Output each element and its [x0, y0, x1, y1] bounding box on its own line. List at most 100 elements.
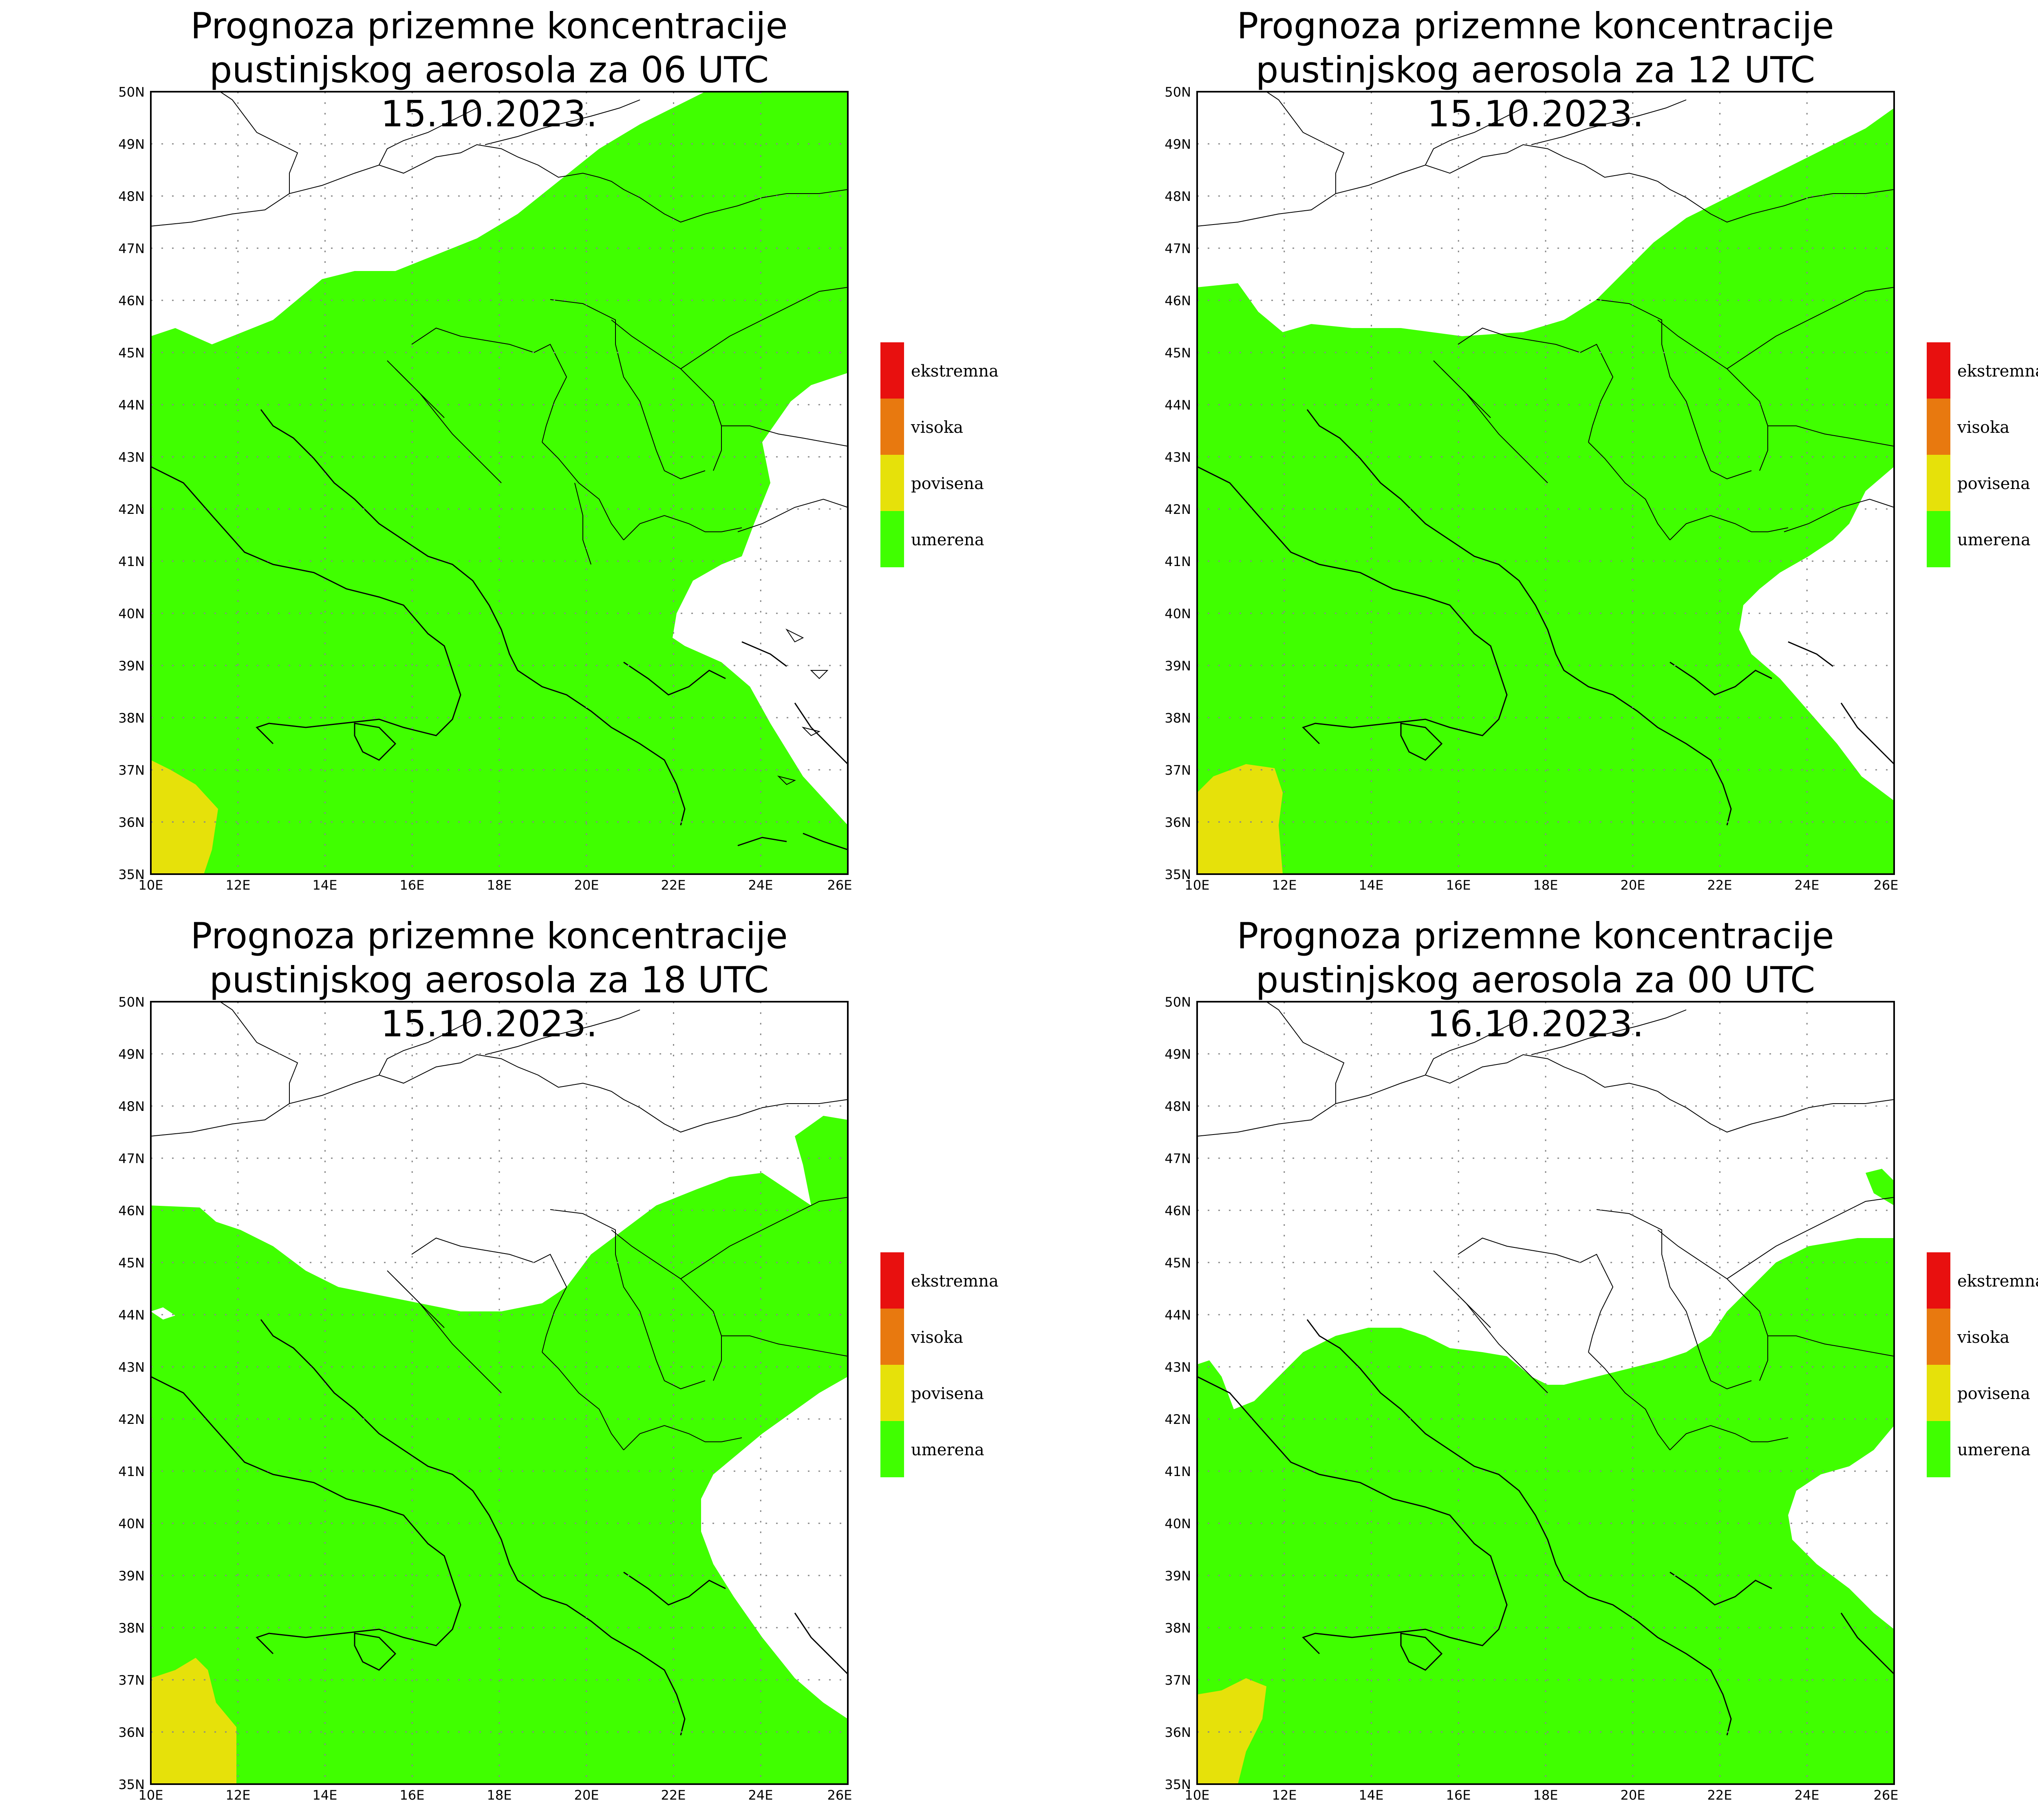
- legend-item-visoka: visoka: [1927, 399, 2038, 455]
- legend-item-povisena: povisena: [1927, 1365, 2038, 1421]
- lat-tick-label: 35N: [118, 867, 145, 882]
- legend-item-povisena: povisena: [1927, 455, 2038, 511]
- umerena-area: [1197, 108, 1894, 874]
- title-line-1: Prognoza prizemne koncentracije: [1237, 5, 1834, 47]
- forecast-panel-00utc: Prognoza prizemne koncentracije pustinjs…: [1046, 910, 2038, 1820]
- coastlines: [1197, 1319, 1895, 1736]
- map-frame: [150, 1001, 849, 1785]
- lat-tick-label: 38N: [118, 710, 145, 726]
- map: 50N 49N 48N 47N 46N 45N 44N 43N 42N 41N …: [1165, 994, 1898, 1803]
- map-frame: [150, 91, 849, 875]
- legend-swatch: [1927, 511, 1950, 567]
- legend-label: umerena: [911, 531, 984, 549]
- lat-tick-label: 37N: [1165, 762, 1191, 778]
- umerena-patch-ne: [1866, 1169, 1894, 1205]
- lat-tick-label: 41N: [118, 1464, 145, 1479]
- lat-tick-label: 39N: [118, 658, 145, 674]
- legend-swatch: [880, 511, 904, 567]
- map-svg: [1196, 1001, 1895, 1785]
- lon-tick-label: 20E: [1620, 1787, 1645, 1803]
- borders: [150, 91, 848, 565]
- map-frame: [1196, 1001, 1895, 1785]
- legend-swatch: [880, 1309, 904, 1365]
- lat-tick-label: 44N: [118, 1307, 145, 1323]
- title-line-2: pustinjskog aerosola za 00 UTC 16.10.202…: [1255, 959, 1815, 1045]
- lon-tick-label: 22E: [1707, 877, 1732, 893]
- lon-tick-label: 10E: [1184, 1787, 1210, 1803]
- lon-tick-label: 10E: [138, 1787, 163, 1803]
- map-svg: [150, 91, 849, 875]
- borders: [1197, 1001, 1895, 1450]
- lon-tick-label: 16E: [1446, 877, 1471, 893]
- lat-tick-label: 49N: [118, 1047, 145, 1062]
- lat-tick-label: 41N: [1165, 554, 1191, 569]
- panel-title: Prognoza prizemne koncentracije pustinjs…: [122, 4, 856, 136]
- lon-tick-label: 14E: [1359, 1787, 1384, 1803]
- legend-swatch: [1927, 1309, 1950, 1365]
- lon-tick-label: 22E: [661, 1787, 686, 1803]
- lat-tick-label: 49N: [118, 137, 145, 152]
- forecast-panel-12utc: Prognoza prizemne koncentracije pustinjs…: [1046, 0, 2038, 910]
- lat-tick-label: 44N: [118, 397, 145, 413]
- legend-item-ekstremna: ekstremna: [880, 1252, 1043, 1309]
- lon-tick-label: 12E: [1272, 877, 1297, 893]
- legend-item-ekstremna: ekstremna: [1927, 1252, 2038, 1309]
- lon-tick-label: 18E: [487, 877, 512, 893]
- legend-item-umerena: umerena: [880, 1421, 1043, 1477]
- legend-label: povisena: [1957, 474, 2030, 493]
- lat-tick-label: 47N: [1165, 241, 1191, 256]
- map: 50N 49N 48N 47N 46N 45N 44N 43N 42N 41N …: [118, 994, 852, 1803]
- coastlines: [1197, 409, 1895, 826]
- lat-tick-label: 46N: [1165, 293, 1191, 308]
- legend-item-umerena: umerena: [1927, 511, 2038, 567]
- lat-tick-label: 50N: [1165, 84, 1191, 100]
- lat-tick-label: 37N: [118, 1672, 145, 1688]
- povisena-area: [1197, 1678, 1266, 1784]
- lat-tick-label: 37N: [118, 762, 145, 778]
- lat-tick-label: 43N: [118, 1359, 145, 1375]
- legend-swatch: [880, 455, 904, 511]
- legend-label: povisena: [911, 1384, 984, 1403]
- lon-tick-label: 24E: [748, 877, 773, 893]
- umerena-area: [151, 1116, 848, 1784]
- islands: [387, 1270, 502, 1393]
- lat-tick-label: 37N: [1165, 1672, 1191, 1688]
- lat-tick-label: 36N: [118, 815, 145, 830]
- map: 50N 49N 48N 47N 46N 45N 44N 43N 42N 41N …: [118, 84, 852, 893]
- lat-tick-label: 35N: [1165, 867, 1191, 882]
- islands: [1433, 1270, 1548, 1393]
- lon-tick-label: 20E: [574, 877, 599, 893]
- lon-tick-label: 18E: [1533, 1787, 1558, 1803]
- legend-label: povisena: [911, 474, 984, 493]
- legend-label: umerena: [1957, 531, 2031, 549]
- lat-tick-label: 49N: [1165, 1047, 1191, 1062]
- legend-swatch: [880, 399, 904, 455]
- title-line-1: Prognoza prizemne koncentracije: [1237, 915, 1834, 957]
- lon-tick-label: 26E: [827, 877, 852, 893]
- lon-tick-label: 24E: [1794, 877, 1820, 893]
- lat-tick-label: 45N: [1165, 345, 1191, 361]
- legend-label: umerena: [911, 1441, 984, 1459]
- lon-tick-label: 14E: [312, 1787, 337, 1803]
- lat-tick-label: 36N: [1165, 1725, 1191, 1740]
- legend-swatch: [1927, 455, 1950, 511]
- legend-label: ekstremna: [911, 362, 999, 381]
- lat-tick-label: 45N: [118, 1255, 145, 1271]
- forecast-panel-06utc: Prognoza prizemne koncentracije pustinjs…: [0, 0, 1046, 910]
- legend-label: visoka: [1957, 418, 2010, 437]
- legend-label: povisena: [1957, 1384, 2030, 1403]
- lat-tick-label: 40N: [1165, 606, 1191, 621]
- lat-tick-label: 43N: [1165, 1359, 1191, 1375]
- lon-tick-label: 14E: [312, 877, 337, 893]
- title-line-1: Prognoza prizemne koncentracije: [190, 5, 788, 47]
- legend: ekstremna visoka povisena umerena: [880, 1252, 1043, 1481]
- lat-tick-label: 45N: [118, 345, 145, 361]
- lat-tick-label: 45N: [1165, 1255, 1191, 1271]
- lat-tick-label: 42N: [1165, 1412, 1191, 1427]
- lat-tick-label: 44N: [1165, 1307, 1191, 1323]
- title-line-2: pustinjskog aerosola za 12 UTC 15.10.202…: [1255, 49, 1815, 135]
- povisena-area: [151, 760, 218, 874]
- panel-title: Prognoza prizemne koncentracije pustinjs…: [1169, 914, 1902, 1046]
- lon-tick-label: 12E: [225, 877, 251, 893]
- legend-label: visoka: [1957, 1328, 2010, 1347]
